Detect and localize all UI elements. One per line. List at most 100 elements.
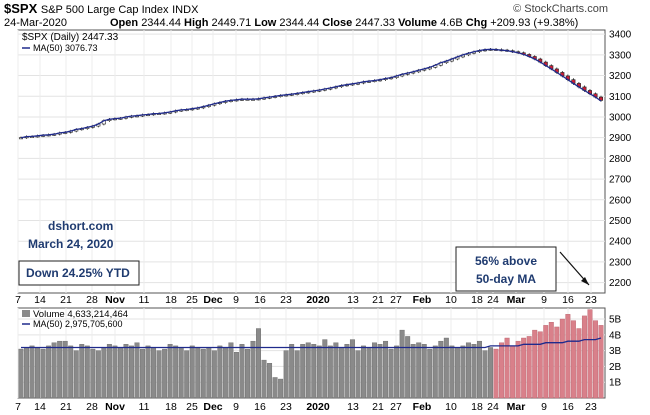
low-value: 2344.44 [279,17,320,29]
volume-tick-label: 2B [609,362,622,373]
price-y-ticks: 2200 2300 2400 2500 2600 2700 2800 2900 3000 3100… [609,30,632,290]
volume-bar [162,348,168,399]
x-tick-label: 23 [585,294,597,306]
x-tick-label: 25 [186,401,198,413]
volume-bar [178,347,184,399]
volume-bar [156,350,162,399]
volume-bar [79,344,85,399]
volume-y-ticks: 1B 2B 3B 4B 5B [609,315,622,389]
x-tick-label: 10 [445,294,457,306]
volume-bar [338,347,344,399]
chg-label: Chg [465,17,488,29]
x-tick-label: Nov [105,401,125,413]
volume-bar [35,347,41,399]
volume-bars [18,309,604,399]
x-tick-label: 11 [139,294,150,306]
price-tick-label: 2900 [609,133,632,144]
quote-date: 24-Mar-2020 [4,17,67,29]
x-tick-label: 28 [86,401,98,413]
volume-bar [305,342,311,399]
volume-bar [488,347,493,399]
volume-bar [278,378,284,399]
volume-tick-label: 4B [609,330,622,341]
volume-bar [51,342,57,399]
volume-bar [570,320,576,399]
volume-bar [366,347,372,399]
price-tick-label: 3000 [609,112,632,123]
price-tick-label: 2700 [609,175,632,186]
x-tick-label: 13 [347,401,359,413]
x-tick-label: 27 [390,401,402,413]
x-tick-label: 18 [165,401,177,413]
volume-bar [504,337,510,399]
volume-bar [438,340,444,399]
volume-bar [471,344,477,399]
x-tick-label: 16 [562,294,574,306]
volume-bar [211,350,217,399]
ma-note-line2: 50-day MA [476,272,536,286]
ma-legend-text: MA(50) 3076.73 [33,43,98,53]
volume-bar [84,345,90,399]
x-tick-label: 9 [233,401,239,413]
x-tick-label: 23 [585,401,597,413]
price-panel: 2200 2300 2400 2500 2600 2700 2800 2900 3000 3100… [17,29,632,294]
x-tick-label: 23 [280,294,292,306]
volume-bar [394,345,400,399]
ytd-annotation: Down 24.25% YTD [26,266,130,280]
volume-bar [29,345,35,399]
price-tick-label: 2800 [609,154,632,165]
volume-bar [565,314,571,399]
x-tick-label: 18 [165,294,177,306]
high-label: High [184,17,209,29]
volume-bar [18,348,24,399]
x-tick-label: Feb [413,294,432,306]
x-tick-label: 7 [15,294,21,306]
open-value: 2344.44 [141,17,181,29]
x-tick-label: Feb [413,401,432,413]
volume-tick-label: 1B [609,378,622,389]
volume-bar [427,348,433,399]
volume-bar [261,359,267,399]
volume-bar [515,340,521,399]
volume-bar [388,348,394,399]
volume-bar [559,318,565,399]
volume-bar [361,345,366,399]
x-tick-label: 13 [347,294,359,306]
volume-bar [62,340,68,399]
volume-bar [95,350,101,399]
volume-bar [117,347,123,399]
volume-bar [410,344,416,399]
volume-value: 4.6B [440,17,463,29]
volume-bar [57,340,63,399]
price-legend: $SPX (Daily) 2447.33 MA(50) 3076.73 [22,32,119,53]
x-tick-label: 24 [487,294,499,306]
ohlc-readout: Open 2344.44 High 2449.71 Low 2344.44 Cl… [110,17,578,29]
volume-bar [101,347,107,399]
volume-bar [222,347,228,399]
volume-bar [123,344,129,399]
volume-bar [217,345,223,399]
volume-bar [24,347,29,399]
close-value: 2447.33 [355,17,396,29]
volume-bar [289,344,295,399]
volume-bar [233,352,239,399]
volume-bar [200,348,206,399]
volume-bar [333,342,339,399]
volume-bar [327,345,333,399]
symbol: $SPX [4,1,38,16]
volume-bar [355,350,361,399]
x-tick-label: 16 [562,401,574,413]
volume-bar [405,336,411,399]
volume-legend: Volume 4,633,214,464 MA(50) 2,975,705,60… [22,309,128,329]
price-x-axis: 7 14 21 28 Nov 11 18 25 Dec 9 16 23 2020 13 21 27 Feb 10 1… [15,294,597,306]
volume-bar [477,340,482,399]
x-tick-label: 18 [471,294,483,306]
volume-bar [228,342,234,399]
volume-bar [272,377,278,399]
volume-bar [449,345,455,399]
volume-ma-line [21,337,602,349]
volume-bar [554,326,560,399]
volume-bar [372,342,377,399]
volume-bar [383,340,389,399]
x-tick-label: 18 [471,401,483,413]
